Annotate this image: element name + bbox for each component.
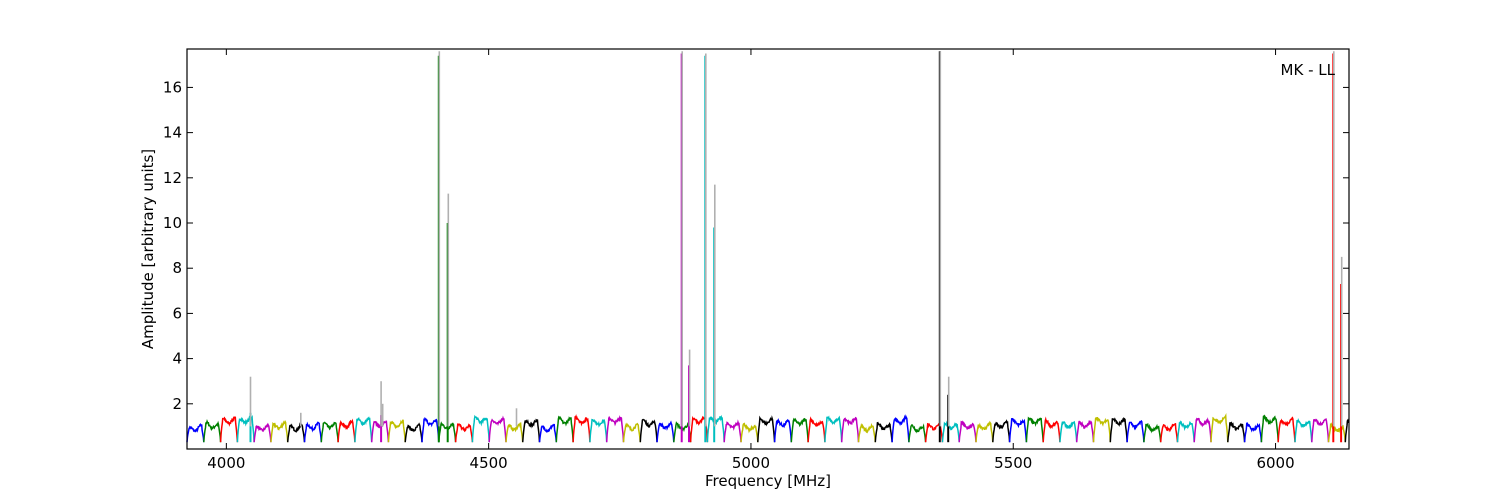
series-layer (186, 51, 1350, 443)
band-series-line (337, 418, 356, 443)
band-series-line (656, 420, 675, 443)
band-series-line (790, 417, 809, 443)
x-axis-label: Frequency [MHz] (705, 472, 831, 490)
band-series-line (1210, 412, 1229, 443)
x-tick-label: 6000 (1256, 454, 1294, 472)
band-series-line (975, 420, 994, 443)
band-series-line (723, 419, 742, 443)
band-series-line (1075, 419, 1095, 443)
band-series-line (370, 420, 390, 443)
band-series-line (555, 415, 574, 443)
band-series-line (1227, 421, 1246, 443)
band-series-line (773, 417, 793, 443)
band-series-line (941, 420, 960, 443)
band-series-line (840, 416, 860, 443)
band-series-line (454, 422, 474, 443)
band-series-line (236, 414, 255, 443)
band-series-line (589, 418, 608, 443)
band-series-line (1344, 418, 1350, 443)
band-series-line (1311, 418, 1330, 443)
plot-frame (186, 48, 1350, 450)
band-series-line (286, 422, 306, 443)
panel-annotation: MK - LL (1281, 61, 1336, 79)
y-axis-label: Amplitude [arbitrary units] (139, 149, 157, 349)
band-series-line (203, 419, 222, 443)
band-series-line (572, 414, 591, 443)
band-series-line (1042, 416, 1061, 443)
band-series-line (421, 416, 440, 443)
band-series-line (1260, 414, 1279, 443)
band-series-line (1277, 416, 1296, 443)
y-tick-label: 4 (172, 350, 182, 368)
x-tick-label: 5500 (994, 454, 1032, 472)
y-tick-label: 10 (163, 214, 182, 232)
band-series-line (992, 419, 1011, 443)
band-series-line (622, 422, 642, 443)
band-series-line (1008, 417, 1028, 443)
band-series-line (538, 423, 558, 443)
band-series-line (354, 416, 373, 443)
band-series-line (303, 421, 323, 443)
y-tick-label: 12 (163, 169, 182, 187)
band-series-line (706, 414, 725, 443)
band-series-line (824, 415, 843, 443)
band-series-line (740, 422, 759, 443)
band-series-line (1193, 417, 1212, 443)
band-series-line (404, 422, 423, 443)
band-series-line (891, 414, 910, 443)
band-series-line (1327, 422, 1347, 443)
band-series-line (1143, 422, 1162, 443)
axes-layer: 4000 4500 5000 5500 6000 2 4 6 8 10 12 14 16 (163, 48, 1350, 472)
band-series-line (639, 418, 658, 443)
y-tick-label: 6 (172, 304, 182, 322)
band-series-line (471, 414, 490, 443)
band-series-line (807, 416, 826, 443)
band-series-line (1109, 416, 1128, 443)
x-tick-label: 4500 (470, 454, 508, 472)
x-tick-label: 5000 (732, 454, 770, 472)
y-tick-label: 2 (172, 395, 182, 413)
band-series-line (253, 422, 272, 443)
band-series-line (219, 416, 239, 443)
band-series-line (1159, 422, 1179, 443)
band-series-line (387, 419, 406, 443)
x-tick-label: 4000 (207, 454, 245, 472)
band-series-line (1243, 421, 1263, 443)
band-series-line (908, 423, 927, 443)
band-series-line (505, 422, 524, 443)
band-series-line (1126, 419, 1145, 443)
band-series-line (605, 414, 625, 443)
band-series-line (1294, 417, 1313, 443)
band-series-line (1176, 420, 1195, 443)
band-series-line (857, 422, 877, 443)
y-tick-label: 14 (163, 124, 182, 142)
band-series-line (958, 420, 977, 443)
band-series-line (874, 421, 893, 443)
y-tick-label: 16 (163, 78, 182, 96)
band-series-line (186, 423, 205, 443)
band-series-line (521, 418, 541, 443)
band-series-line (488, 415, 507, 443)
y-tick-label: 8 (172, 259, 182, 277)
band-series-line (757, 415, 776, 443)
grey-spike-layer (249, 51, 1343, 427)
band-series-line (1025, 416, 1044, 443)
band-series-line (320, 421, 339, 443)
band-series-line (1059, 420, 1078, 443)
band-series-line (270, 419, 289, 443)
band-series-line (1092, 417, 1112, 443)
